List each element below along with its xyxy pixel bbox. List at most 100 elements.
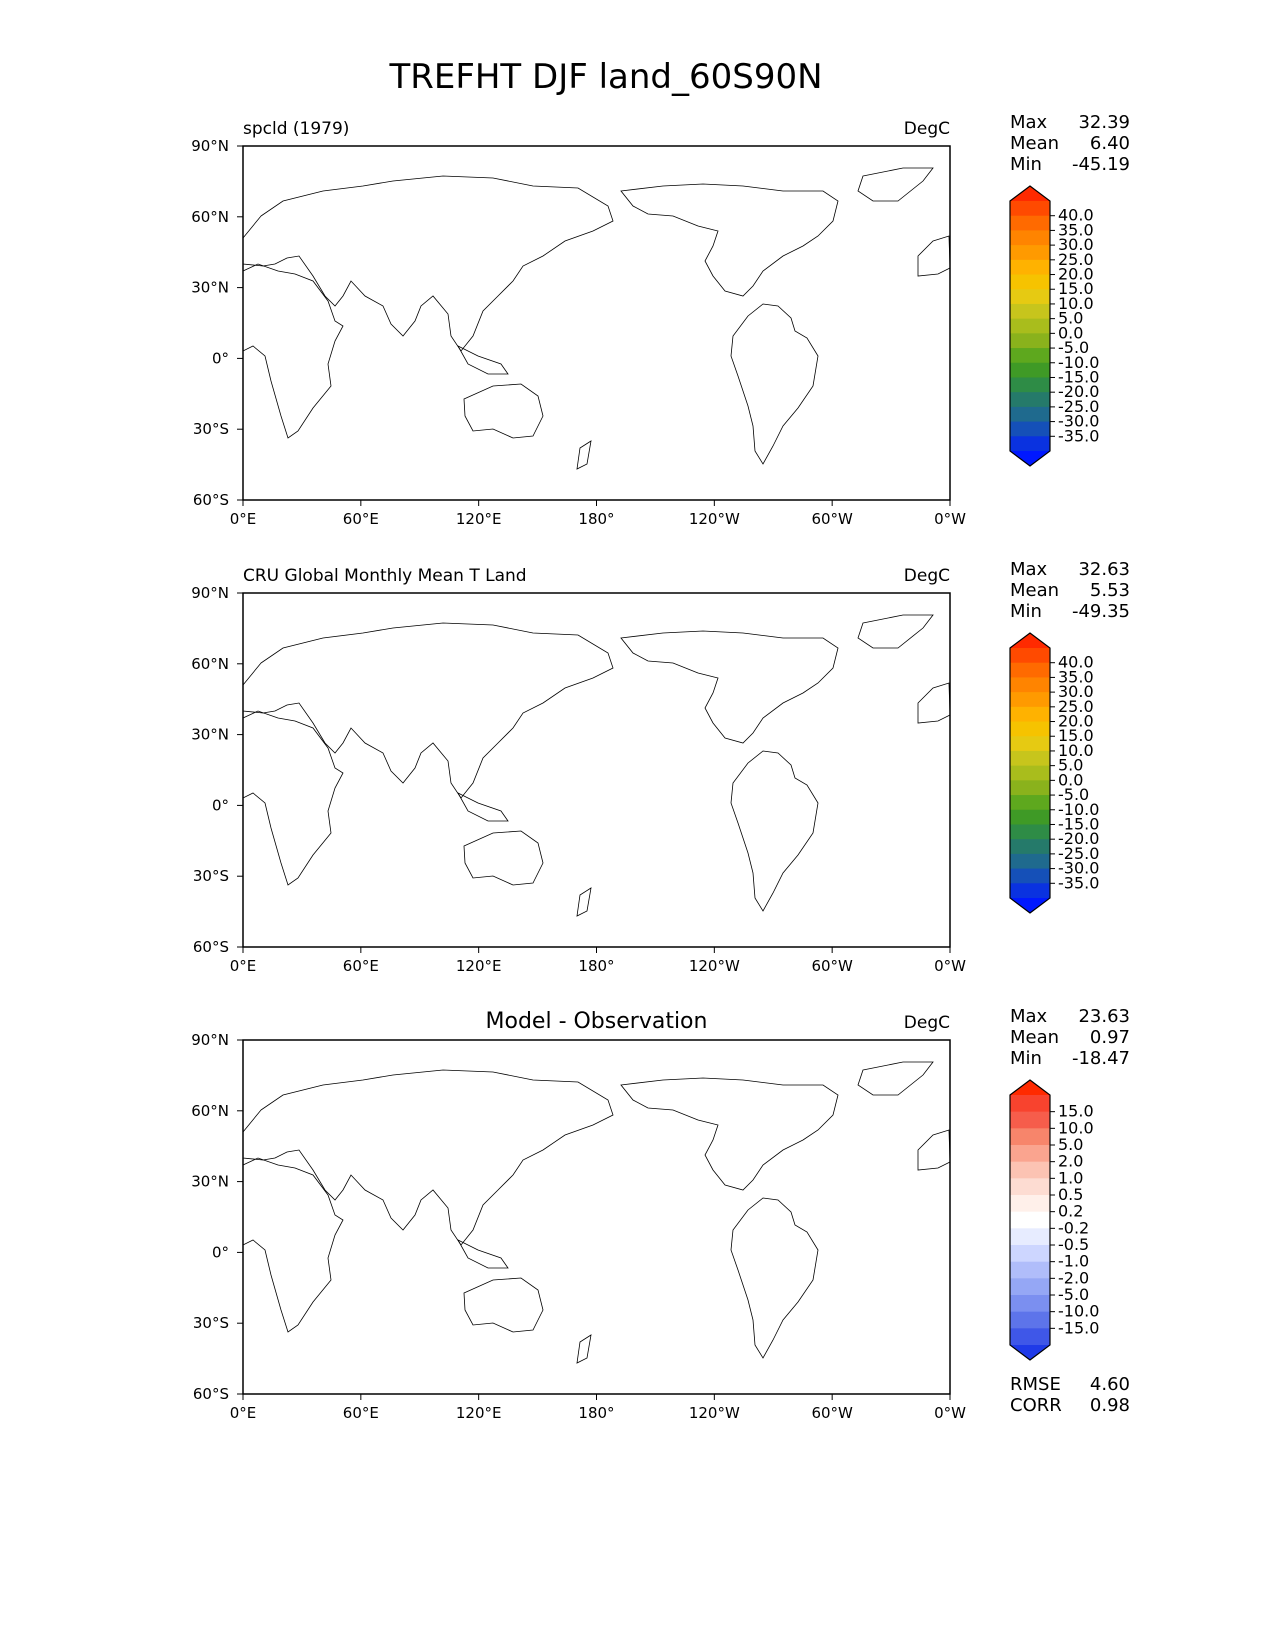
colorbar-label: 2.0	[1058, 1152, 1083, 1171]
extra-stat-label: CORR	[1010, 1395, 1062, 1416]
colorbar-segment	[1010, 662, 1050, 678]
colorbar-segment	[1010, 1128, 1050, 1146]
colorbar-segment	[1010, 421, 1050, 437]
colorbar-extend-max	[1010, 1080, 1050, 1095]
colorbar-label: -0.5	[1058, 1235, 1089, 1254]
x-tick-label: 0°E	[230, 1404, 257, 1422]
colorbar-label: 15.0	[1058, 1102, 1094, 1121]
extra-stat-label: RMSE	[1010, 1374, 1061, 1395]
colorbar-label: 5.0	[1058, 756, 1083, 775]
map-panel: Model - Observation DegC 0°E 60°E 120°E 180° 1…	[191, 1006, 1130, 1422]
colorbar-segment	[1010, 1195, 1050, 1213]
x-tick-label: 0°W	[934, 957, 966, 975]
colorbar-segment	[1010, 201, 1050, 217]
y-tick-label: 60°N	[191, 655, 229, 673]
colorbar-extend-min	[1010, 451, 1050, 466]
colorbar-segment	[1010, 215, 1050, 231]
colorbar-label: 10.0	[1058, 294, 1094, 313]
colorbar-segment	[1010, 230, 1050, 246]
figure-title: TREFHT DJF land_60S90N	[388, 57, 822, 97]
colorbar-segment	[1010, 303, 1050, 320]
stat-value: 0.97	[1090, 1027, 1130, 1048]
stat-value: 23.63	[1078, 1006, 1130, 1027]
x-tick-label: 120°W	[689, 957, 740, 975]
colorbar-label: 0.0	[1058, 770, 1083, 789]
colorbar-label: -0.2	[1058, 1218, 1089, 1237]
x-tick-label: 180°	[578, 957, 614, 975]
colorbar-segment	[1010, 436, 1050, 452]
colorbar-label: 30.0	[1058, 682, 1094, 701]
colorbar-segment	[1010, 348, 1050, 364]
colorbar-segment	[1010, 809, 1050, 825]
x-tick-label: 0°W	[934, 1404, 966, 1422]
colorbar-segment	[1010, 780, 1050, 796]
stat-label: Mean	[1010, 133, 1059, 154]
colorbar-extend-max	[1010, 186, 1050, 201]
stat-label: Min	[1010, 1048, 1042, 1069]
colorbar-segment	[1010, 795, 1050, 811]
colorbar-label: 20.0	[1058, 265, 1094, 284]
colorbar-label: -2.0	[1058, 1268, 1089, 1287]
map-area	[242, 145, 951, 501]
colorbar-segment	[1010, 1111, 1050, 1129]
stat-value: -18.47	[1072, 1048, 1130, 1069]
y-tick-label: 0°	[212, 349, 229, 367]
panels: spcld (1979) DegC 0°E 60°E 120°E 180° 120°W 60°…	[191, 112, 1130, 1422]
colorbar-segment	[1010, 1245, 1050, 1263]
colorbar-segment	[1010, 333, 1050, 349]
colorbar-segment	[1010, 245, 1050, 261]
stat-value: 32.39	[1078, 112, 1130, 133]
panel-center-title: Model - Observation	[486, 1009, 708, 1034]
colorbar-label: -15.0	[1058, 1318, 1099, 1337]
x-tick-label: 0°E	[230, 510, 257, 528]
colorbar-label: 1.0	[1058, 1168, 1083, 1187]
colorbar-label: 0.5	[1058, 1185, 1083, 1204]
colorbar-segment	[1010, 1145, 1050, 1163]
colorbar-segment	[1010, 1178, 1050, 1196]
colorbar-segment	[1010, 824, 1050, 840]
stat-label: Max	[1010, 1006, 1048, 1027]
extra-stat-value: 4.60	[1090, 1374, 1130, 1395]
y-tick-label: 30°S	[193, 420, 229, 438]
panel-left-title: spcld (1979)	[243, 119, 349, 139]
colorbar: 15.010.05.02.01.00.50.2-0.2-0.5-1.0-2.0-…	[1009, 1079, 1099, 1361]
colorbar-segment	[1010, 392, 1050, 408]
y-tick-label: 90°N	[191, 584, 229, 602]
colorbar-segment	[1010, 677, 1050, 693]
stat-value: 32.63	[1078, 559, 1130, 580]
colorbar-segment	[1010, 318, 1050, 334]
stat-label: Min	[1010, 154, 1042, 175]
extra-stat-value: 0.98	[1090, 1395, 1130, 1416]
colorbar-segment	[1010, 289, 1050, 305]
colorbar-segment	[1010, 765, 1050, 781]
colorbar-label: 5.0	[1058, 309, 1083, 328]
map-area	[242, 1039, 951, 1395]
colorbar-segment	[1010, 853, 1050, 870]
colorbar-label: 25.0	[1058, 697, 1094, 716]
y-tick-label: 60°N	[191, 1102, 229, 1120]
colorbar-label: -10.0	[1058, 800, 1099, 819]
stat-label: Max	[1010, 559, 1048, 580]
y-tick-label: 30°S	[193, 1314, 229, 1332]
x-tick-label: 180°	[578, 1404, 614, 1422]
colorbar-extend-min	[1010, 898, 1050, 913]
y-tick-label: 60°N	[191, 208, 229, 226]
colorbar-segment	[1010, 1278, 1050, 1296]
colorbar: 40.035.030.025.020.015.010.05.00.0-5.0-1…	[1009, 185, 1099, 467]
colorbar-label: 10.0	[1058, 741, 1094, 760]
colorbar-segment	[1010, 750, 1050, 767]
y-tick-label: 60°S	[193, 1385, 229, 1403]
colorbar-label: -5.0	[1058, 338, 1089, 357]
colorbar-label: 15.0	[1058, 726, 1094, 745]
x-tick-label: 60°E	[343, 957, 379, 975]
stat-value: 5.53	[1090, 580, 1130, 601]
colorbar-label: -35.0	[1058, 873, 1099, 892]
colorbar-label: 40.0	[1058, 206, 1094, 225]
colorbar-segment	[1010, 839, 1050, 855]
colorbar-label: 40.0	[1058, 653, 1094, 672]
stat-label: Mean	[1010, 1027, 1059, 1048]
colorbar-segment	[1010, 1161, 1050, 1179]
colorbar-label: -20.0	[1058, 829, 1099, 848]
